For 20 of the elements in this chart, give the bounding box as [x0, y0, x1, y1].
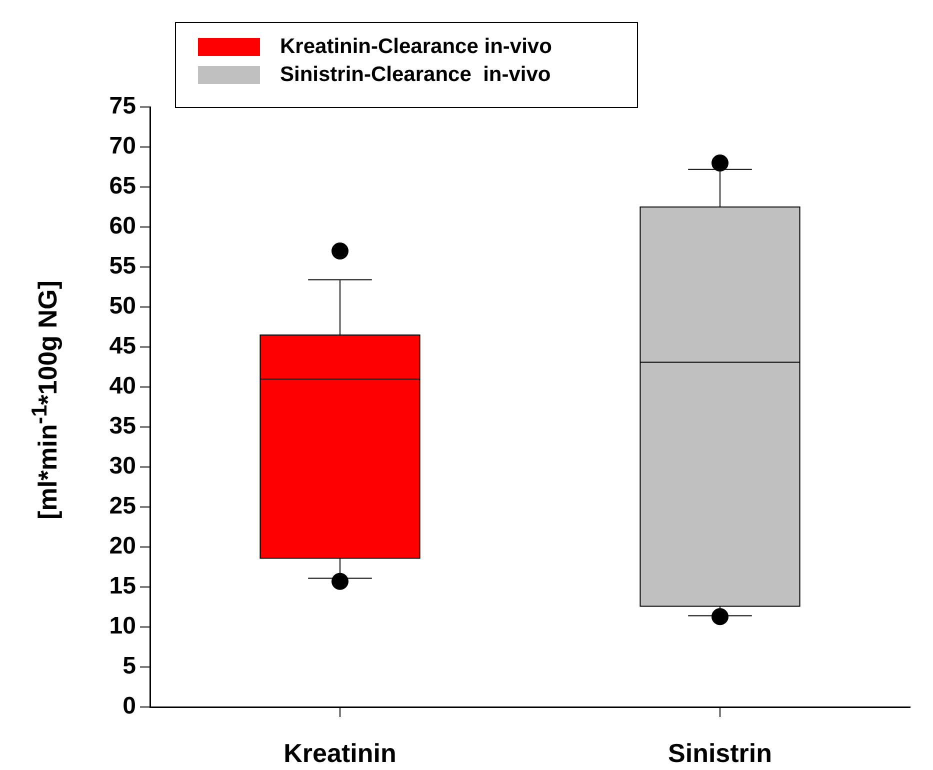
x-tick-label: Sinistrin	[668, 738, 772, 768]
legend-label: Sinistrin-Clearance in-vivo	[280, 63, 551, 87]
y-tick-label: 45	[109, 332, 136, 360]
y-tick-label: 55	[109, 252, 136, 280]
y-tick-label: 15	[109, 572, 136, 600]
y-tick-label: 50	[109, 292, 136, 320]
y-tick-label: 20	[109, 532, 136, 560]
y-tick-label: 40	[109, 372, 136, 400]
y-tick-label: 75	[109, 92, 136, 120]
legend-label: Kreatinin-Clearance in-vivo	[280, 35, 552, 59]
y-tick-label: 60	[109, 212, 136, 240]
y-tick-label: 0	[122, 692, 136, 720]
y-tick-label: 30	[109, 452, 136, 480]
y-tick-label: 35	[109, 412, 136, 440]
y-tick-label: 65	[109, 172, 136, 200]
y-tick-label: 5	[122, 652, 136, 680]
y-tick-label: 10	[109, 612, 136, 640]
x-tick-label: Kreatinin	[284, 738, 396, 768]
y-tick-label: 25	[109, 492, 136, 520]
y-tick-label: 70	[109, 132, 136, 160]
